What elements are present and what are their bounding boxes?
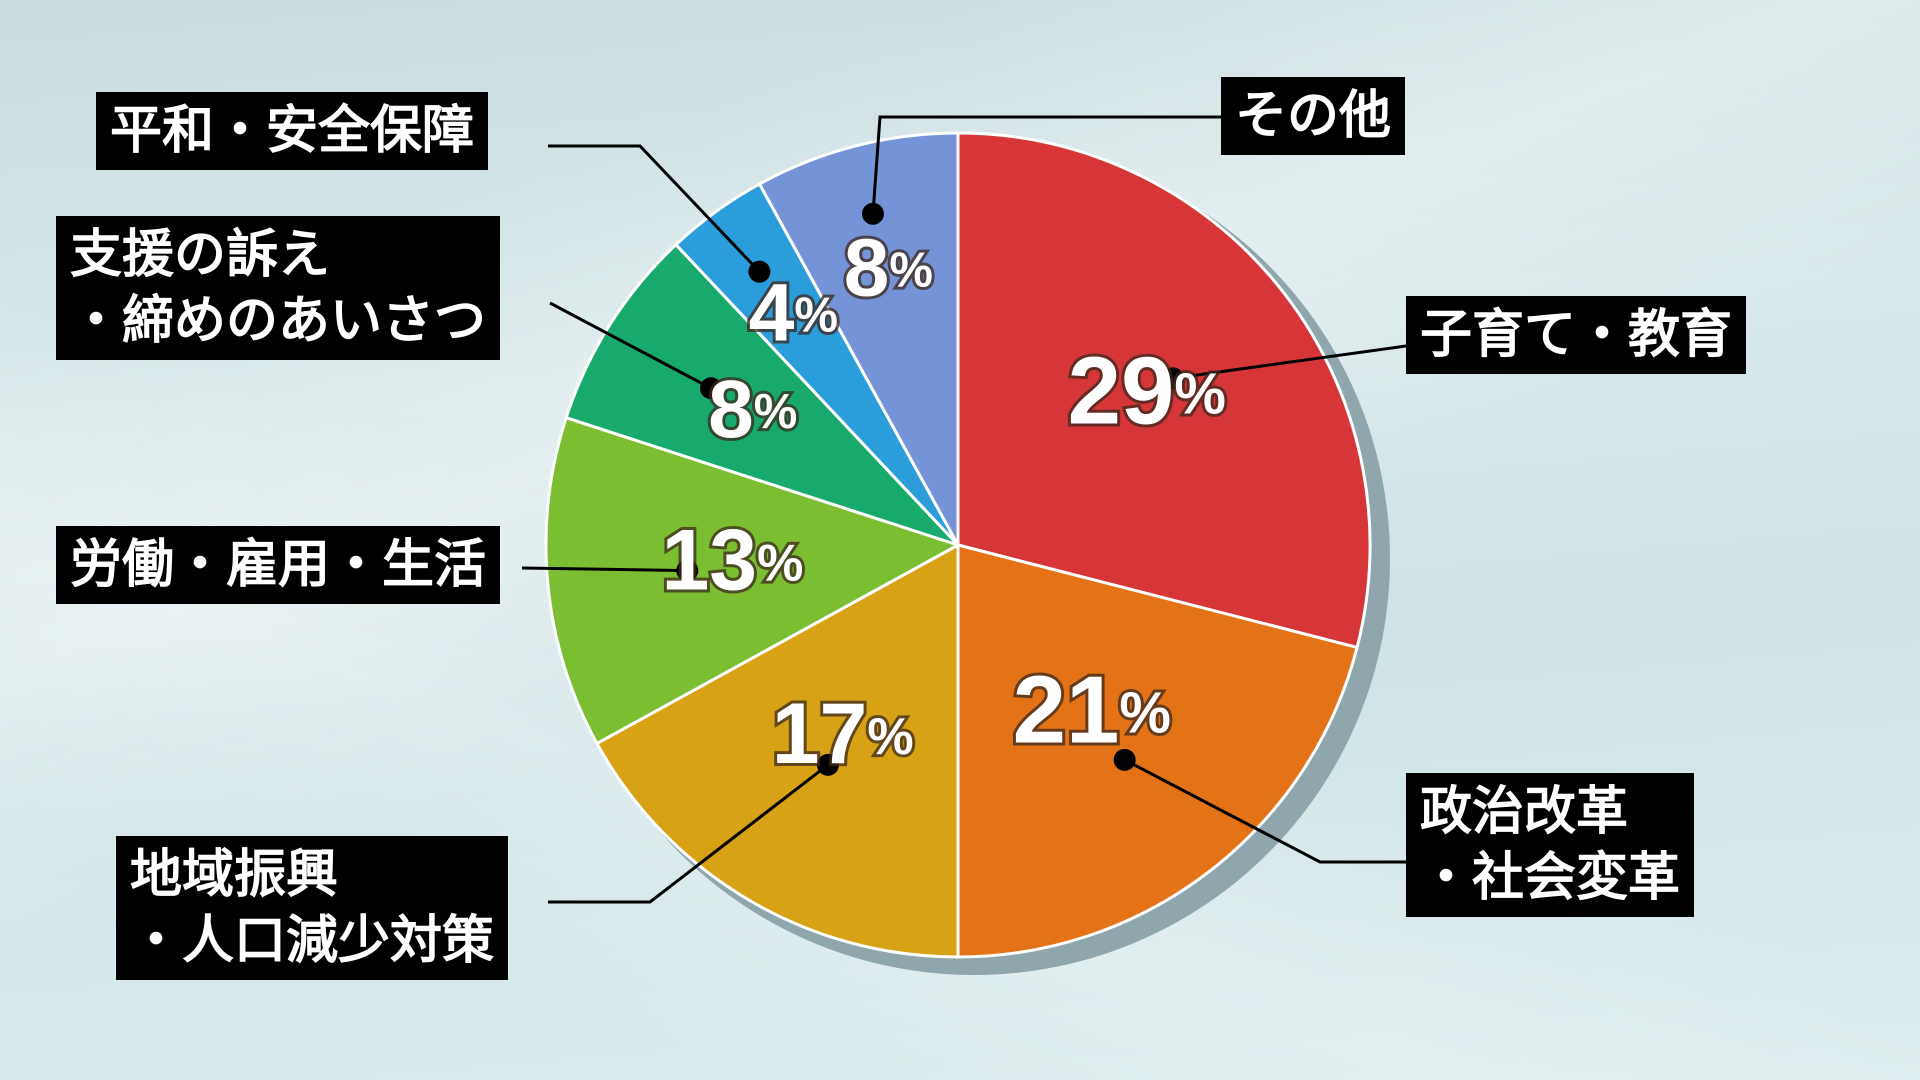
leader-dot-peace-security [748,260,771,283]
slice-label-line: ・締めのあいさつ [70,291,487,351]
pie-slice-other [758,131,960,547]
slice-label-support-appeal: 支援の訴え ・締めのあいさつ [56,216,501,360]
value-label-support-appeal: 8% [708,363,797,454]
slice-label-line: 地域振興 [130,845,339,905]
leader-line-political-reform [1123,758,1406,864]
slice-label-line: 子育て・教育 [1420,305,1733,365]
slice-label-political-reform: 政治改革 ・社会変革 [1406,773,1695,917]
leader-dot-support-appeal [700,377,723,400]
slice-label-line: 政治改革 [1420,782,1629,842]
leader-line-regional-promotion [548,763,829,904]
pie-slice-political-reform [956,543,1359,959]
value-label-other: 8% [844,222,933,313]
pie-slice-regional-promotion [595,543,960,959]
slice-label-line: 労働・雇用・生活 [70,535,487,595]
leader-line-peace-security [548,144,761,273]
value-label-labor-employment: 13% [661,512,803,608]
slice-label-child-education: 子育て・教育 [1406,296,1747,374]
leader-dot-regional-promotion [816,753,839,776]
pie-slice-support-appeal [564,243,960,547]
slice-label-line: 平和・安全保障 [110,101,475,161]
leader-dot-other [861,202,884,225]
slice-label-line: ・人口減少対策 [130,911,495,971]
slice-label-line: その他 [1235,86,1392,146]
slice-label-other: その他 [1221,77,1406,155]
pie-slice-labor-employment [544,416,960,745]
leader-dot-political-reform [1113,748,1136,771]
slice-label-regional-promotion: 地域振興 ・人口減少対策 [116,836,509,980]
value-label-peace-security: 4% [749,267,838,358]
leader-line-child-education [1172,344,1407,380]
pie-slice-child-education [956,131,1372,649]
leader-line-labor-employment [521,566,688,573]
value-label-regional-promotion: 17% [772,686,914,782]
value-label-child-education: 29% [1068,338,1226,445]
leader-dot-child-education [1161,367,1184,390]
leader-line-other [871,115,1221,214]
slice-label-line: 支援の訴え [70,225,331,285]
leader-dot-labor-employment [676,559,699,582]
slice-label-line: ・社会変革 [1420,848,1681,908]
value-label-political-reform: 21% [1013,657,1171,764]
slice-label-peace-security: 平和・安全保障 [96,92,489,170]
slice-label-labor-employment: 労働・雇用・生活 [56,526,501,604]
leader-line-support-appeal [549,301,712,390]
